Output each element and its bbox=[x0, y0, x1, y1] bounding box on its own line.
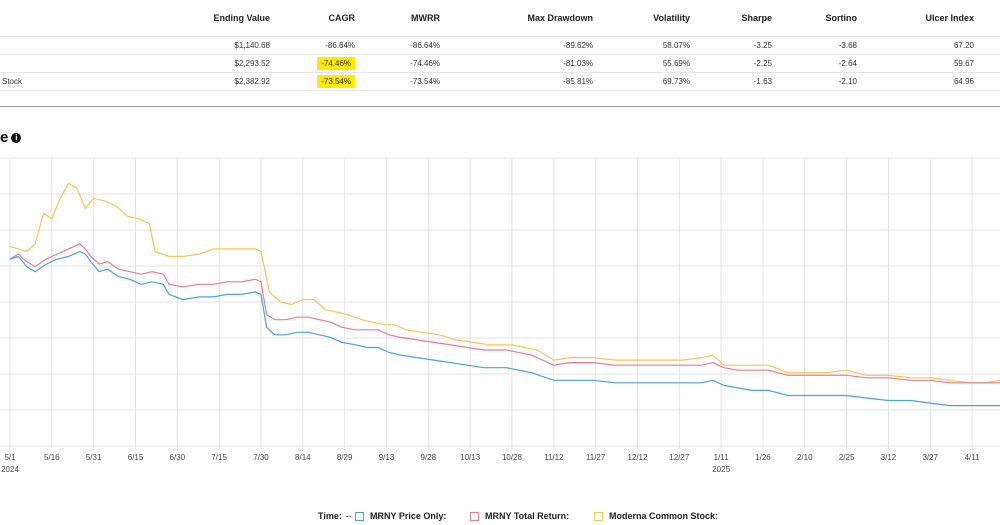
cell-sharpe: -2.25 bbox=[716, 54, 798, 73]
cell-ulcer-index: 67.20 bbox=[883, 36, 1000, 55]
cell-sharpe: -3.25 bbox=[716, 36, 798, 55]
x-tick-label: 2/25 bbox=[839, 453, 855, 462]
x-tick-label: 6/15 bbox=[128, 453, 144, 462]
cell-ending-value: $2,382.92 bbox=[100, 72, 296, 91]
cell-max-drawdown: -89.62% bbox=[466, 36, 619, 55]
statistics-table: Ending Value CAGR MWRR Max Drawdown Vola… bbox=[0, 0, 1000, 91]
row-name: Stock bbox=[0, 72, 100, 91]
x-axis: 5/1 2024 5/16 5/31 6/15 6/30 7/15 7/30 8/14 8/29 9… bbox=[1, 453, 980, 474]
cell-volatility: 55.69% bbox=[619, 54, 716, 73]
cell-cagr: -86.64% bbox=[296, 36, 381, 55]
x-tick-label: 3/12 bbox=[881, 453, 897, 462]
row-name bbox=[0, 54, 100, 73]
column-header-mwrr[interactable]: MWRR bbox=[411, 13, 440, 23]
cell-max-drawdown: -81.03% bbox=[466, 54, 619, 73]
column-header-ending-value[interactable]: Ending Value bbox=[213, 13, 270, 23]
x-tick-label: 2/10 bbox=[797, 453, 813, 462]
legend-label: MRNY Total Return: bbox=[485, 511, 570, 521]
x-tick-label: 8/14 bbox=[295, 453, 311, 462]
series-line-price[interactable] bbox=[9, 250, 1000, 407]
cell-ending-value: $2,293.52 bbox=[100, 54, 296, 73]
cell-ulcer-index: 64.96 bbox=[883, 72, 1000, 91]
x-year-label: 2024 bbox=[1, 465, 19, 474]
cell-cagr: -74.46% bbox=[296, 54, 381, 73]
x-tick-label: 10/28 bbox=[502, 453, 523, 462]
x-tick-label: 9/28 bbox=[421, 453, 437, 462]
x-tick-label: 5/16 bbox=[44, 453, 60, 462]
chart-legend: Time: -- MRNY Price Only: MRNY Total Retu… bbox=[0, 511, 1000, 523]
table-row: $1,140.68 -86.64% -86.64% -89.62% 58.07%… bbox=[0, 36, 1000, 55]
chart-grid bbox=[0, 157, 1000, 450]
column-header-cagr[interactable]: CAGR bbox=[328, 13, 356, 23]
table-row: $2,293.52 -74.46% -74.46% -81.03% 55.69%… bbox=[0, 54, 1000, 73]
legend-time-value: -- bbox=[345, 511, 352, 521]
cell-mwrr: -73.54% bbox=[381, 72, 466, 91]
cell-sharpe: -1.63 bbox=[716, 72, 798, 91]
cell-sortino: -2.10 bbox=[798, 72, 883, 91]
x-tick-label: 12/12 bbox=[627, 453, 648, 462]
chart-series bbox=[9, 182, 1000, 407]
x-tick-label: 5/1 bbox=[4, 453, 16, 462]
x-tick-label: 11/27 bbox=[586, 453, 606, 462]
legend-label: MRNY Price Only: bbox=[370, 511, 447, 521]
x-tick-label: 11/12 bbox=[544, 453, 564, 462]
x-tick-label: 9/13 bbox=[379, 453, 395, 462]
column-header-name bbox=[0, 0, 100, 37]
table-header-row: Ending Value CAGR MWRR Max Drawdown Vola… bbox=[0, 0, 1000, 37]
cell-sortino: -2.64 bbox=[798, 54, 883, 73]
cell-ending-value: $1,140.68 bbox=[100, 36, 296, 55]
x-tick-label: 12/27 bbox=[669, 453, 690, 462]
cell-volatility: 58.07% bbox=[619, 36, 716, 55]
cell-sortino: -3.68 bbox=[798, 36, 883, 55]
info-icon[interactable]: i bbox=[11, 132, 22, 143]
chart-heading: e i bbox=[0, 129, 22, 146]
cell-mwrr: -86.64% bbox=[381, 36, 466, 55]
legend-swatch-blue bbox=[355, 511, 364, 521]
legend-item-moderna-stock[interactable]: Moderna Common Stock: bbox=[594, 511, 718, 521]
legend-time-label: Time: bbox=[318, 511, 342, 521]
x-tick-label: 3/27 bbox=[922, 453, 938, 462]
cell-ulcer-index: 59.67 bbox=[883, 54, 1000, 73]
column-header-volatility[interactable]: Volatility bbox=[653, 13, 690, 23]
x-tick-label: 10/13 bbox=[460, 453, 481, 462]
legend-label: Moderna Common Stock: bbox=[609, 511, 719, 521]
cell-cagr: -73.54% bbox=[296, 72, 381, 91]
cell-max-drawdown: -85.81% bbox=[466, 72, 619, 91]
legend-swatch-red bbox=[470, 511, 479, 521]
chart-heading-text: e bbox=[0, 129, 9, 146]
x-tick-label: 5/31 bbox=[86, 453, 102, 462]
legend-swatch-yellow bbox=[594, 511, 603, 521]
legend-item-total-return[interactable]: MRNY Total Return: bbox=[470, 511, 569, 521]
x-tick-label: 6/30 bbox=[170, 453, 186, 462]
x-tick-label: 8/29 bbox=[337, 453, 353, 462]
row-name bbox=[0, 36, 100, 55]
performance-line-chart[interactable]: 5/1 2024 5/16 5/31 6/15 6/30 7/15 7/30 8/14 8/29 9… bbox=[0, 150, 1000, 508]
x-tick-label: 1/11 bbox=[714, 453, 730, 462]
cell-mwrr: -74.46% bbox=[381, 54, 466, 73]
x-tick-label: 4/11 bbox=[965, 453, 981, 462]
x-year-label: 2025 bbox=[712, 465, 730, 474]
table-row: Stock $2,382.92 -73.54% -73.54% -85.81% … bbox=[0, 72, 1000, 91]
x-tick-label: 7/15 bbox=[211, 453, 227, 462]
column-header-sharpe[interactable]: Sharpe bbox=[741, 13, 772, 23]
series-line-total[interactable] bbox=[9, 243, 1000, 384]
column-header-sortino[interactable]: Sortino bbox=[825, 13, 858, 23]
x-tick-label: 1/26 bbox=[755, 453, 771, 462]
legend-item-price-only[interactable]: MRNY Price Only: bbox=[355, 511, 446, 521]
cell-volatility: 69.73% bbox=[619, 72, 716, 91]
highlighted-cagr: -74.46% bbox=[317, 57, 355, 70]
column-header-max-drawdown[interactable]: Max Drawdown bbox=[527, 13, 593, 23]
section-divider bbox=[0, 106, 1000, 107]
series-line-stock[interactable] bbox=[9, 182, 1000, 384]
legend-time: Time: -- bbox=[318, 511, 352, 521]
column-header-ulcer-index[interactable]: Ulcer Index bbox=[925, 13, 974, 23]
highlighted-cagr: -73.54% bbox=[317, 75, 355, 88]
x-tick-label: 7/30 bbox=[253, 453, 269, 462]
